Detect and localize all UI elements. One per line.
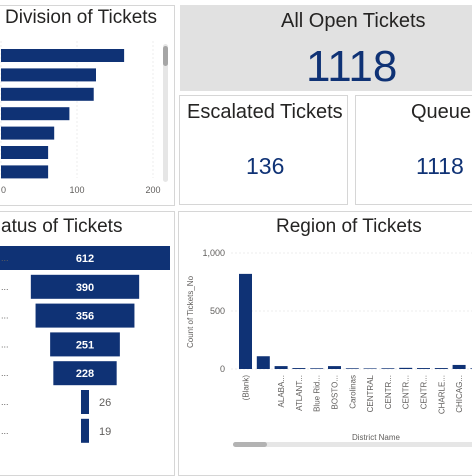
region-bar <box>399 367 413 369</box>
funnel-bar <box>35 303 135 328</box>
funnel-bar <box>30 274 140 299</box>
division-chart: 0100200Count of Tickets_No <box>0 41 161 195</box>
division-scroll-thumb[interactable] <box>163 46 168 66</box>
funnel-category-label: ... <box>1 339 9 349</box>
region-x-tick-label: CENTR... <box>384 375 393 409</box>
funnel-category-label: ... <box>1 253 9 263</box>
funnel-value-label: 228 <box>76 368 94 380</box>
all-open-title: All Open Tickets <box>281 10 426 32</box>
region-x-tick-label: CENTRAL <box>366 374 375 412</box>
region-x-tick-label: Blue Rid... <box>313 375 322 412</box>
status-title: atus of Tickets <box>1 216 123 237</box>
region-bar <box>417 368 430 369</box>
escalated-title: Escalated Tickets <box>187 101 343 123</box>
funnel-value-label: 251 <box>76 339 94 351</box>
region-bar <box>345 368 359 369</box>
queue-value: 1118 <box>416 153 464 179</box>
funnel-value-label: 26 <box>99 397 111 409</box>
division-tile: Division of Tickets 0100200Count of Tick… <box>0 5 175 206</box>
status-chart: ... 612... 390... 356... 251... 228... 26... 19 <box>0 246 170 443</box>
funnel-category-label: ... <box>1 282 9 292</box>
division-title: Division of Tickets <box>5 7 158 28</box>
division-bar <box>1 49 125 62</box>
region-y-tick-label: 500 <box>210 306 225 316</box>
region-chart: 1,000 500 0 Count of Tickets_No (Blank) ALABA… <box>186 248 472 442</box>
region-bar <box>381 368 395 369</box>
funnel-bar <box>0 246 170 270</box>
funnel-category-label: ... <box>1 368 9 378</box>
escalated-tile: Escalated Tickets 136 <box>179 95 348 205</box>
division-tick-label: 0 <box>1 185 6 195</box>
region-x-tick-label: (Blank) <box>242 375 251 401</box>
division-bar <box>1 107 70 121</box>
funnel-value-label: 390 <box>76 282 94 294</box>
region-bar <box>363 368 377 369</box>
region-bar <box>328 366 341 369</box>
region-x-tick-label: ATLANT... <box>295 375 304 411</box>
region-scroll-thumb[interactable] <box>233 442 267 447</box>
all-open-tile: All Open Tickets 1118 <box>180 5 472 91</box>
funnel-value-label: 612 <box>76 253 94 265</box>
escalated-value: 136 <box>246 153 285 179</box>
region-ylabel: Count of Tickets_No <box>186 275 195 348</box>
region-x-tick-label: CHARLE... <box>437 375 446 414</box>
region-title: Region of Tickets <box>276 216 422 237</box>
queue-tile: Queue 1118 <box>355 95 472 205</box>
region-x-tick-label: ALABA... <box>277 375 286 407</box>
region-bar <box>434 368 448 369</box>
funnel-category-label: ... <box>1 397 9 407</box>
region-bar <box>239 273 252 369</box>
division-bar <box>1 87 94 101</box>
division-bar <box>1 165 49 179</box>
region-scrollbar[interactable] <box>233 442 472 447</box>
funnel-category-label: ... <box>1 426 9 436</box>
queue-title: Queue <box>411 101 472 123</box>
region-tile: Region of Tickets 1,000 500 0 Count of Tick… <box>178 211 472 476</box>
status-tile: atus of Tickets ... 612... 390... 356... 251… <box>0 211 175 476</box>
region-y-tick-label: 1,000 <box>202 248 225 258</box>
region-x-tick-label: BOSTO... <box>331 375 340 410</box>
funnel-bar <box>81 418 89 443</box>
funnel-value-label: 19 <box>99 426 111 438</box>
region-xlabel: District Name <box>352 433 401 442</box>
region-bar <box>470 368 472 369</box>
division-tick-label: 100 <box>69 185 84 195</box>
funnel-value-label: 356 <box>76 311 94 323</box>
all-open-value: 1118 <box>306 42 398 91</box>
division-bar <box>1 146 49 159</box>
region-x-tick-label: CENTR... <box>420 375 429 409</box>
division-bar <box>1 68 96 82</box>
funnel-bar <box>53 361 117 386</box>
region-bar <box>256 356 270 369</box>
funnel-category-label: ... <box>1 311 9 321</box>
division-tick-label: 200 <box>145 185 160 195</box>
region-bar <box>274 366 288 369</box>
region-bar <box>310 368 324 369</box>
funnel-bar <box>50 332 120 357</box>
region-bar <box>292 368 306 369</box>
region-y-tick-label: 0 <box>220 364 225 374</box>
region-x-tick-label: CENTR... <box>402 375 411 409</box>
division-bar <box>1 126 55 140</box>
division-scrollbar[interactable] <box>163 44 168 182</box>
region-x-tick-label: CHICAG... <box>455 375 464 413</box>
funnel-bar <box>81 390 89 414</box>
region-bar <box>452 364 466 369</box>
region-x-tick-label: Carolinas <box>348 375 357 409</box>
